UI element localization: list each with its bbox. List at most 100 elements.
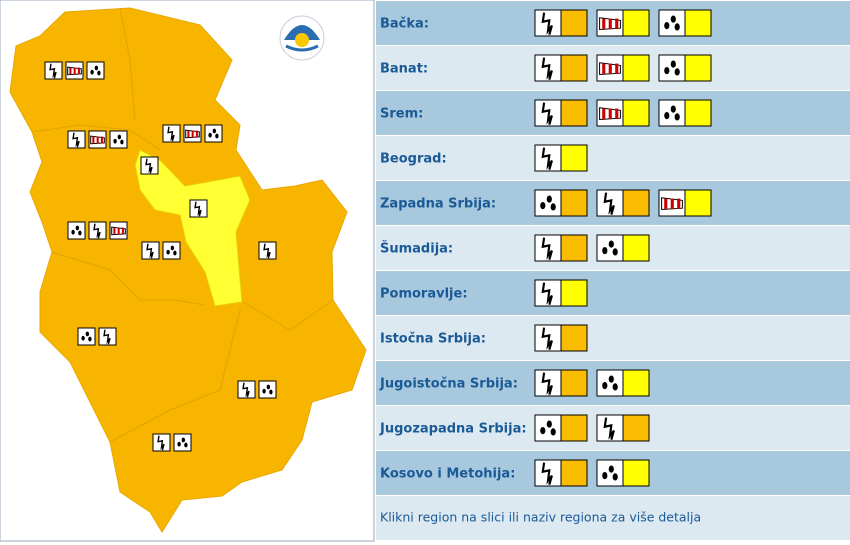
rain-drop <box>550 203 556 211</box>
warning-level <box>622 414 650 442</box>
thunder-icon <box>242 382 250 398</box>
rain-drop <box>262 388 266 394</box>
footer-text: Klikni region na slici ili naziv regiona… <box>380 510 701 525</box>
rain-drop <box>670 15 676 23</box>
region-name[interactable]: Bačka: <box>380 17 429 32</box>
rain-drop <box>113 138 117 144</box>
warning-level <box>622 9 650 37</box>
rain-drop <box>212 128 217 134</box>
rain-drop <box>546 420 552 428</box>
wind-stripe <box>69 67 72 75</box>
thunder-icon <box>541 327 553 350</box>
thunder-icon <box>157 435 165 451</box>
warning-icon-box <box>596 459 624 487</box>
warning-level <box>684 9 712 37</box>
rain-drop <box>94 65 99 71</box>
wind-stripe <box>187 130 190 138</box>
rain-drop <box>184 442 188 448</box>
wind-stripe <box>677 198 681 209</box>
wind-stripe <box>195 130 198 138</box>
rain-drop <box>81 335 85 341</box>
thunder-icon <box>541 237 553 260</box>
rain-drop <box>117 134 122 140</box>
region-name[interactable]: Istočna Srbija: <box>380 332 486 347</box>
map-icon-box <box>109 130 128 149</box>
logo-shape <box>284 25 320 40</box>
rain-drop <box>670 105 676 113</box>
thunder-icon <box>103 329 111 345</box>
wind-stripe <box>73 67 76 75</box>
region-list: Bačka: Banat: Srem: Beograd: Zapadna Srbija:… <box>376 1 850 540</box>
warning-level <box>684 99 712 127</box>
wind-stripe <box>92 136 95 144</box>
rain-drop <box>85 331 90 337</box>
map-border <box>119 7 136 121</box>
wind-stripe <box>121 227 124 235</box>
region-name[interactable]: Banat: <box>380 62 428 77</box>
rain-drop <box>71 229 75 235</box>
rain-drop <box>674 113 680 121</box>
rain-drop <box>75 225 80 231</box>
warning-level <box>560 414 588 442</box>
region-row[interactable] <box>376 271 850 315</box>
rain-drop <box>97 70 101 76</box>
thunder-icon <box>541 102 553 125</box>
rain-drop <box>664 21 670 30</box>
wind-stripe <box>113 227 116 235</box>
thunder-icon <box>541 57 553 80</box>
rain-drop <box>90 69 94 75</box>
region-name[interactable]: Srem: <box>380 107 423 122</box>
region-row[interactable] <box>376 316 850 360</box>
warning-level <box>560 99 588 127</box>
warning-level <box>560 234 588 262</box>
map-icon-box <box>173 433 192 452</box>
wind-stripe <box>608 18 612 29</box>
region-name[interactable]: Šumadija: <box>380 241 453 257</box>
region-name[interactable]: Zapadna Srbija: <box>380 197 496 212</box>
region-name[interactable]: Jugozapadna Srbija: <box>379 422 527 437</box>
warning-level <box>622 99 650 127</box>
thunder-icon <box>541 282 553 305</box>
region-row[interactable] <box>376 136 850 180</box>
map-icon-box <box>67 221 86 240</box>
thunder-icon <box>49 63 57 79</box>
thunder-icon <box>541 462 553 485</box>
region-name[interactable]: Jugoistočna Srbija: <box>379 377 518 392</box>
map-icon-box <box>86 61 105 80</box>
rain-drop <box>540 201 546 210</box>
map-icon-box <box>258 380 277 399</box>
map-border <box>239 299 334 331</box>
map-icons <box>44 61 277 452</box>
map-icon-box <box>204 124 223 143</box>
thunder-icon <box>541 147 553 170</box>
region-name[interactable]: Pomoravlje: <box>380 287 468 302</box>
thunder-icon <box>93 223 101 239</box>
rain-drop <box>215 133 219 139</box>
map-region-yellow[interactable] <box>134 149 251 307</box>
thunder-icon <box>146 243 154 259</box>
rain-drop <box>170 245 175 251</box>
wind-stripe <box>100 136 103 144</box>
region-name[interactable]: Kosovo i Metohija: <box>380 467 515 482</box>
warning-icon-box <box>596 414 624 442</box>
rain-drop <box>602 381 608 390</box>
wind-stripe <box>117 227 120 235</box>
warning-level <box>560 54 588 82</box>
logo-wave <box>285 44 319 52</box>
rain-drop <box>177 441 181 447</box>
warning-level <box>684 189 712 217</box>
warning-level <box>560 9 588 37</box>
rain-drop <box>612 473 618 481</box>
logo-sun <box>295 33 309 47</box>
map-border <box>109 309 241 443</box>
rain-drop <box>540 426 546 435</box>
wind-stripe <box>602 108 606 119</box>
thunder-icon <box>72 132 80 148</box>
region-name[interactable]: Beograd: <box>380 152 447 167</box>
thunder-icon <box>194 201 202 217</box>
warning-icon-box <box>534 189 562 217</box>
map-border <box>51 251 206 306</box>
warning-icon-box <box>534 414 562 442</box>
warning-level <box>622 369 650 397</box>
warning-level <box>684 54 712 82</box>
